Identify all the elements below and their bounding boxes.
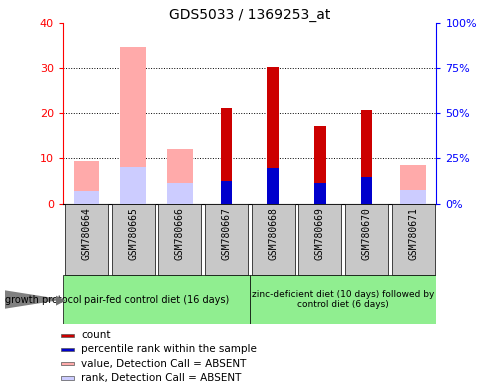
Text: percentile rank within the sample: percentile rank within the sample — [81, 344, 257, 354]
Bar — [220, 108, 232, 204]
Bar — [63, 275, 249, 324]
Text: GSM780669: GSM780669 — [314, 207, 324, 260]
Bar — [120, 47, 146, 204]
Bar — [158, 204, 201, 275]
Bar — [391, 204, 434, 275]
Bar — [120, 167, 146, 204]
Bar — [74, 191, 99, 204]
Text: ▶: ▶ — [56, 293, 65, 306]
Bar — [399, 190, 425, 204]
Text: count: count — [81, 330, 110, 340]
Bar — [74, 161, 99, 204]
Text: zinc-deficient diet (10 days) followed by
control diet (6 days): zinc-deficient diet (10 days) followed b… — [251, 290, 434, 309]
Text: value, Detection Call = ABSENT: value, Detection Call = ABSENT — [81, 359, 246, 369]
Bar — [313, 126, 325, 204]
Text: GSM780670: GSM780670 — [361, 207, 371, 260]
Text: GSM780666: GSM780666 — [174, 207, 184, 260]
Bar — [61, 362, 74, 366]
Bar — [249, 275, 436, 324]
Bar — [220, 181, 232, 204]
Bar — [166, 183, 192, 204]
Text: GSM780667: GSM780667 — [221, 207, 231, 260]
Text: rank, Detection Call = ABSENT: rank, Detection Call = ABSENT — [81, 373, 241, 383]
Bar — [61, 348, 74, 351]
Bar — [61, 376, 74, 380]
Text: GSM780664: GSM780664 — [81, 207, 91, 260]
Polygon shape — [5, 290, 63, 309]
Text: pair-fed control diet (16 days): pair-fed control diet (16 days) — [84, 295, 228, 305]
Bar — [313, 183, 325, 204]
Bar — [267, 168, 278, 204]
Bar — [166, 149, 192, 204]
Text: growth protocol: growth protocol — [5, 295, 81, 305]
Bar — [267, 67, 278, 204]
Text: GSM780671: GSM780671 — [408, 207, 417, 260]
Bar — [111, 204, 154, 275]
Bar — [65, 204, 107, 275]
Bar — [61, 334, 74, 337]
Title: GDS5033 / 1369253_at: GDS5033 / 1369253_at — [169, 8, 330, 22]
Text: GSM780668: GSM780668 — [268, 207, 277, 260]
Bar — [298, 204, 341, 275]
Bar — [360, 110, 372, 204]
Bar — [251, 204, 294, 275]
Text: GSM780665: GSM780665 — [128, 207, 138, 260]
Bar — [360, 177, 372, 204]
Bar — [344, 204, 387, 275]
Bar — [205, 204, 247, 275]
Bar — [399, 165, 425, 204]
